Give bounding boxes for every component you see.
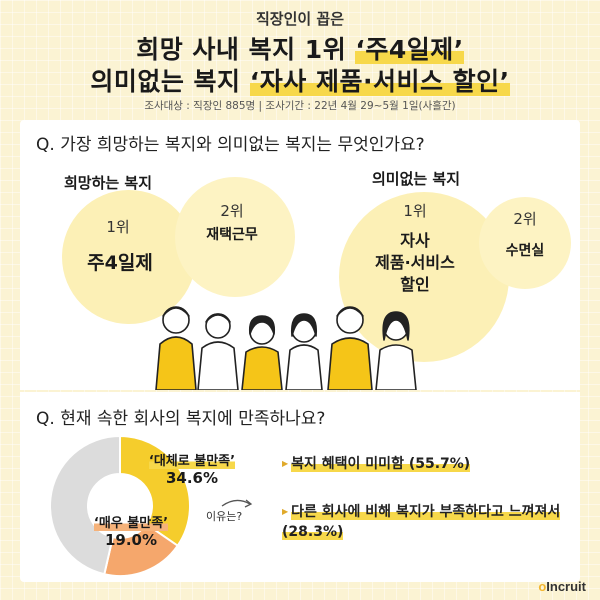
slice-label-very-dissatisfied: ‘매우 불만족’ 19.0% <box>76 512 186 549</box>
triangle-bullet-icon: ▶ <box>282 459 289 468</box>
useless-welfare-label: 의미없는 복지 <box>372 170 461 188</box>
slice-name-very-dissatisfied: ‘매우 불만족’ <box>93 516 169 531</box>
donut-slice-other <box>49 434 121 576</box>
useless-item1-line3: 할인 <box>400 275 430 294</box>
title-line-1-prefix: 희망 사내 복지 1위 <box>136 35 356 64</box>
useless-item1-line1: 자사 <box>400 231 430 250</box>
reason-2: ▶ 다른 회사에 비해 복지가 부족하다고 느껴져서(28.3%) <box>282 502 572 542</box>
useless-rank1-circle <box>339 192 509 362</box>
title-line-1: 희망 사내 복지 1위 ‘주4일제’ <box>0 30 600 66</box>
kicker-text: 직장인이 꼽은 <box>255 10 345 28</box>
title-line-2: 의미없는 복지 ‘자사 제품·서비스 할인’ <box>0 62 600 98</box>
desired-rank2: 2위 <box>220 202 244 220</box>
reason-label: 이유는? <box>206 510 243 523</box>
welfare-preference-panel: Q. 가장 희망하는 복지와 의미없는 복지는 무엇인가요? 희망하는 복지 의… <box>20 120 580 390</box>
satisfaction-panel: Q. 현재 속한 회사의 복지에 만족하나요? ‘대체로 불만족’ 34.6% … <box>20 392 580 582</box>
useless-rank1: 1위 <box>403 202 427 220</box>
desired-welfare-label: 희망하는 복지 <box>64 174 153 192</box>
title-line-2-highlight: ‘자사 제품·서비스 할인’ <box>249 67 510 96</box>
survey-info: 조사대상 : 직장인 885명 | 조사기간 : 22년 4월 29~5월 1일… <box>144 100 456 112</box>
title-line-1-highlight: ‘주4일제’ <box>355 35 464 64</box>
useless-rank2-circle <box>479 197 571 289</box>
desired-item2: 재택근무 <box>206 227 258 243</box>
slice-value-somewhat-dissatisfied: 34.6% <box>165 469 219 487</box>
desired-item1: 주4일제 <box>87 252 153 274</box>
desired-rank2-circle <box>175 177 295 297</box>
slice-value-very-dissatisfied: 19.0% <box>104 531 158 549</box>
reason-1-text: 복지 혜택이 미미함 (55.7%) <box>291 456 471 472</box>
triangle-bullet-icon: ▶ <box>282 507 289 516</box>
desired-rank1-circle <box>62 190 196 324</box>
reason-1: ▶ 복지 혜택이 미미함 (55.7%) <box>282 454 562 474</box>
reason-2-text: 다른 회사에 비해 복지가 부족하다고 느껴져서(28.3%) <box>282 504 561 540</box>
curved-arrow-icon <box>221 499 253 508</box>
useless-item1: 자사 제품·서비스 할인 <box>355 230 475 296</box>
title-line-2-prefix: 의미없는 복지 <box>90 67 250 96</box>
question-1: Q. 가장 희망하는 복지와 의미없는 복지는 무엇인가요? <box>36 135 425 155</box>
office-workers-illustration <box>155 306 417 390</box>
question-2: Q. 현재 속한 회사의 복지에 만족하나요? <box>36 409 326 429</box>
logo-text: Incruit <box>546 579 586 594</box>
incruit-logo: oIncruit <box>538 579 586 594</box>
slice-label-somewhat-dissatisfied: ‘대체로 불만족’ 34.6% <box>132 450 252 487</box>
useless-rank2: 2위 <box>513 210 537 228</box>
useless-item2: 수면실 <box>505 243 545 259</box>
slice-name-somewhat-dissatisfied: ‘대체로 불만족’ <box>148 454 236 469</box>
logo-accent: o <box>538 579 547 594</box>
useless-item1-line2: 제품·서비스 <box>375 253 455 272</box>
desired-rank1: 1위 <box>106 218 130 236</box>
